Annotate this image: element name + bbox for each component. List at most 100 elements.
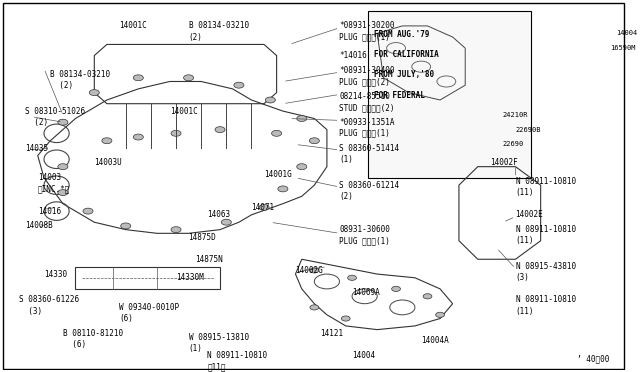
Text: STUD スタッド(2): STUD スタッド(2): [339, 103, 395, 112]
Text: S 08360-61214: S 08360-61214: [339, 181, 399, 190]
Text: 14121: 14121: [321, 329, 344, 338]
Text: S 08360-51414: S 08360-51414: [339, 144, 399, 153]
Text: (1): (1): [189, 344, 202, 353]
Circle shape: [266, 97, 275, 103]
Circle shape: [234, 82, 244, 88]
Text: 14002E: 14002E: [515, 210, 543, 219]
Text: 14004: 14004: [352, 351, 375, 360]
Text: *08931-30400: *08931-30400: [339, 66, 395, 75]
Circle shape: [58, 190, 68, 196]
Text: 14002G: 14002G: [296, 266, 323, 275]
Circle shape: [102, 138, 112, 144]
Text: (11): (11): [515, 188, 534, 197]
Text: S 08360-61226: S 08360-61226: [19, 295, 79, 305]
Text: 08214-85510: 08214-85510: [339, 92, 390, 101]
Text: 14001C: 14001C: [170, 107, 198, 116]
Text: 14330M: 14330M: [176, 273, 204, 282]
Text: 14035: 14035: [25, 144, 48, 153]
Text: 24210R: 24210R: [503, 112, 529, 118]
Text: N 08911-10810: N 08911-10810: [515, 177, 575, 186]
Circle shape: [133, 75, 143, 81]
Circle shape: [271, 130, 282, 136]
Text: 22690B: 22690B: [515, 126, 541, 133]
Text: PLUG プラグ(1): PLUG プラグ(1): [339, 129, 390, 138]
Circle shape: [83, 208, 93, 214]
Circle shape: [221, 219, 231, 225]
Text: 14071: 14071: [252, 203, 275, 212]
Circle shape: [423, 294, 432, 299]
Text: W 09340-0010P: W 09340-0010P: [120, 303, 180, 312]
Text: (11): (11): [515, 307, 534, 315]
Text: (6): (6): [120, 314, 133, 323]
Circle shape: [436, 312, 444, 317]
Circle shape: [309, 138, 319, 144]
Text: N 08911-10810: N 08911-10810: [515, 295, 575, 305]
Text: 14008B: 14008B: [25, 221, 53, 230]
Circle shape: [348, 275, 356, 280]
Text: (2): (2): [51, 81, 74, 90]
Circle shape: [310, 305, 319, 310]
Circle shape: [58, 164, 68, 170]
Text: 14004: 14004: [616, 31, 637, 36]
Circle shape: [171, 130, 181, 136]
Circle shape: [297, 116, 307, 122]
Text: 14875D: 14875D: [189, 232, 216, 241]
Text: 08931-30600: 08931-30600: [339, 225, 390, 234]
Text: 14330: 14330: [44, 270, 67, 279]
Text: FROM JULY,'80: FROM JULY,'80: [374, 70, 434, 79]
Text: 22690: 22690: [503, 141, 524, 147]
Text: B 08134-03210: B 08134-03210: [51, 70, 111, 78]
Circle shape: [215, 126, 225, 132]
FancyBboxPatch shape: [368, 11, 531, 178]
Text: N 08911-10810: N 08911-10810: [207, 351, 268, 360]
Text: N 08915-43810: N 08915-43810: [515, 262, 575, 271]
Text: FOR FEDERAL: FOR FEDERAL: [374, 91, 425, 100]
Text: N 08911-10810: N 08911-10810: [515, 225, 575, 234]
Text: (2): (2): [25, 118, 48, 127]
Text: 14875N: 14875N: [195, 255, 223, 264]
Circle shape: [171, 227, 181, 232]
Text: (2): (2): [189, 32, 202, 42]
Text: （11）: （11）: [207, 362, 226, 371]
Circle shape: [392, 286, 401, 292]
Text: (6): (6): [63, 340, 86, 349]
Text: 14003: 14003: [38, 173, 61, 182]
Text: 〈INC.*〉: 〈INC.*〉: [38, 185, 70, 193]
Text: 14001G: 14001G: [264, 170, 292, 179]
Text: *00933-1351A: *00933-1351A: [339, 118, 395, 127]
Text: W 08915-13810: W 08915-13810: [189, 333, 249, 341]
Circle shape: [133, 134, 143, 140]
Circle shape: [121, 223, 131, 229]
Text: 14001C: 14001C: [120, 22, 147, 31]
Text: 14004A: 14004A: [421, 336, 449, 345]
Circle shape: [89, 90, 99, 96]
Text: *08931-30200: *08931-30200: [339, 22, 395, 31]
Text: *14016: *14016: [339, 51, 367, 60]
Text: FROM AUG.'79: FROM AUG.'79: [374, 30, 429, 39]
Circle shape: [341, 316, 350, 321]
Text: ’ 40⁂00: ’ 40⁂00: [577, 354, 610, 363]
Text: (3): (3): [515, 273, 529, 282]
Circle shape: [58, 119, 68, 125]
Text: PLUG プラグ(1): PLUG プラグ(1): [339, 236, 390, 245]
Circle shape: [297, 164, 307, 170]
Text: 14063: 14063: [207, 210, 230, 219]
Text: FOR CALIFORNIA: FOR CALIFORNIA: [374, 50, 439, 59]
Text: B 08110-81210: B 08110-81210: [63, 329, 123, 338]
Text: (1): (1): [339, 155, 353, 164]
Text: 14069A: 14069A: [352, 288, 380, 297]
Text: S 08310-51026: S 08310-51026: [25, 107, 85, 116]
Text: (11): (11): [515, 236, 534, 245]
Circle shape: [278, 186, 288, 192]
Text: 14016: 14016: [38, 206, 61, 216]
Text: (2): (2): [339, 192, 353, 201]
Text: (3): (3): [19, 307, 42, 315]
Text: 14003U: 14003U: [94, 158, 122, 167]
Circle shape: [184, 75, 194, 81]
Text: B 08134-03210: B 08134-03210: [189, 22, 249, 31]
Text: PLUG プラグ(2): PLUG プラグ(2): [339, 77, 390, 86]
Text: 16590M: 16590M: [610, 45, 636, 51]
Circle shape: [310, 268, 319, 273]
Circle shape: [259, 205, 269, 211]
Text: PLUG プラグ(1): PLUG プラグ(1): [339, 32, 390, 42]
